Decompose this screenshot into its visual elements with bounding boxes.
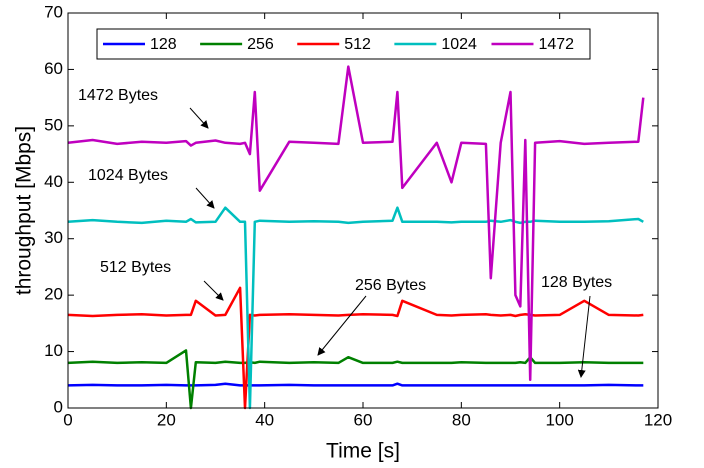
annotation-arrow <box>317 295 367 356</box>
x-tick-label: 100 <box>545 410 573 429</box>
x-axis-label: Time [s] <box>326 440 400 463</box>
annotation: 512 Bytes <box>100 259 171 276</box>
y-tick-label: 70 <box>44 2 63 21</box>
y-tick-label: 40 <box>44 172 63 191</box>
x-tick-label: 20 <box>157 410 176 429</box>
plot-frame <box>67 12 659 409</box>
annotation-arrow <box>195 187 215 209</box>
x-tick-label: 0 <box>63 410 72 429</box>
y-tick-label: 0 <box>54 397 63 416</box>
legend-label: 128 <box>150 36 177 53</box>
legend-label: 1024 <box>441 36 477 53</box>
annotation-arrow <box>577 295 591 378</box>
y-tick-label: 30 <box>44 228 63 247</box>
annotation: 1024 Bytes <box>88 167 168 184</box>
y-tick-label: 50 <box>44 115 63 134</box>
legend-label: 512 <box>344 36 371 53</box>
legend-label: 256 <box>247 36 274 53</box>
annotation-arrow <box>203 280 224 301</box>
annotation-arrow <box>189 107 209 129</box>
series-line <box>67 349 644 410</box>
y-tick-label: 60 <box>44 59 63 78</box>
series-line <box>67 65 645 382</box>
annotation: 1472 Bytes <box>78 87 158 104</box>
annotation: 256 Bytes <box>355 277 426 294</box>
x-tick-label: 60 <box>354 410 373 429</box>
x-tick-label: 40 <box>255 410 274 429</box>
y-tick-label: 10 <box>44 341 63 360</box>
legend-label: 1472 <box>538 36 574 53</box>
x-tick-label: 80 <box>452 410 471 429</box>
x-tick-label: 120 <box>644 410 672 429</box>
annotation: 128 Bytes <box>541 274 612 291</box>
y-tick-label: 20 <box>44 285 63 304</box>
plot-area <box>68 13 658 408</box>
y-axis-label: throughput [Mbps] <box>13 126 36 295</box>
